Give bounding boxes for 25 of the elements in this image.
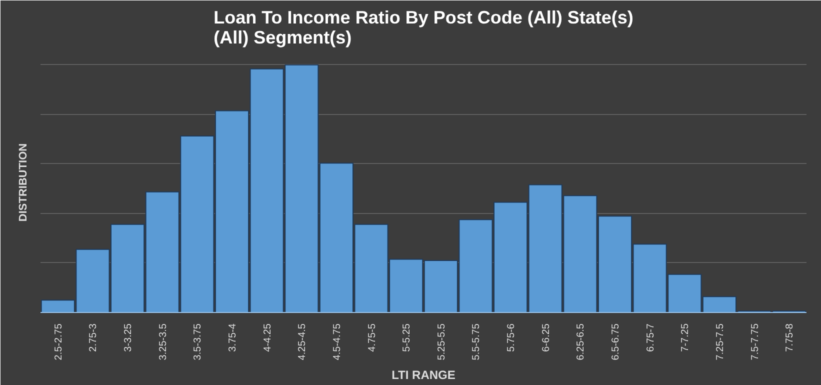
x-tick-label: 5.25-5.5 [436, 323, 448, 360]
x-tick-label: 7.75-8 [784, 323, 796, 352]
x-tick-label: 5-5.25 [402, 323, 413, 352]
x-tick-label: 6.5-6.75 [610, 323, 622, 360]
x-tick-label: 3.25-3.5 [158, 323, 169, 360]
x-tick-label: 2.75-3 [88, 323, 100, 352]
x-tick-label: 3-3.25 [123, 323, 134, 352]
chart-title: Loan To Income Ratio By Post Code (All) State(s) (All) Segment(s) [214, 8, 634, 48]
x-tick-label: 4.5-4.75 [332, 323, 343, 360]
x-tick-label: 7-7.25 [680, 323, 692, 352]
x-tick-label: 7.5-7.75 [750, 323, 761, 360]
x-tick-label: 4-4.25 [262, 323, 274, 352]
x-axis-title: LTI RANGE [392, 368, 456, 382]
x-tick-label: 5.75-6 [506, 323, 518, 352]
x-tick-label: 6-6.25 [540, 323, 552, 352]
x-tick-label: 6.75-7 [645, 323, 656, 352]
y-axis-title: DISTRIBUTION [18, 143, 30, 222]
x-tick-label: 4.25-4.5 [297, 323, 308, 360]
x-tick-label: 3.5-3.75 [192, 323, 204, 360]
x-tick-label: 3.75-4 [228, 323, 238, 352]
x-tick-label: 7.25-7.5 [714, 323, 726, 360]
x-tick-label: 5.5-5.75 [471, 323, 482, 360]
x-tick-label: 4.75-5 [366, 323, 378, 352]
x-tick-label: 6.25-6.5 [576, 323, 587, 360]
x-tick-label: 2.5-2.75 [53, 323, 64, 360]
